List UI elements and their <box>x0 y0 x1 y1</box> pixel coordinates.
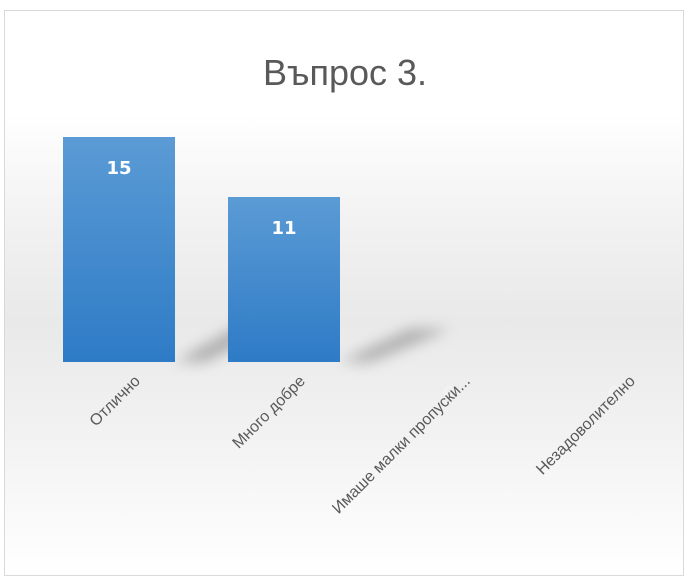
category-label: Имаше малки пропуски... <box>329 373 474 518</box>
chart-title: Въпрос 3. <box>263 52 427 93</box>
category-label: Незадоволително <box>533 373 639 479</box>
data-labels: 15 11 0 0 <box>106 158 620 404</box>
data-label: 0 <box>608 383 621 404</box>
bar <box>228 197 340 362</box>
bar <box>63 137 175 362</box>
data-label: 15 <box>106 158 131 179</box>
bar-chart: Въпрос 3. 15 11 0 0 Отлично Много добре Имаше… <box>63 52 639 518</box>
chart-area: Въпрос 3. 15 11 0 0 Отлично Много добре Имаше… <box>4 10 684 576</box>
category-labels: Отлично Много добре Имаше малки пропуски..… <box>87 373 639 518</box>
data-label: 0 <box>443 383 456 404</box>
bars <box>63 137 340 362</box>
bar-shadow <box>340 329 450 362</box>
category-label: Много добре <box>230 373 309 452</box>
data-label: 11 <box>271 218 296 239</box>
category-label: Отлично <box>87 373 144 430</box>
